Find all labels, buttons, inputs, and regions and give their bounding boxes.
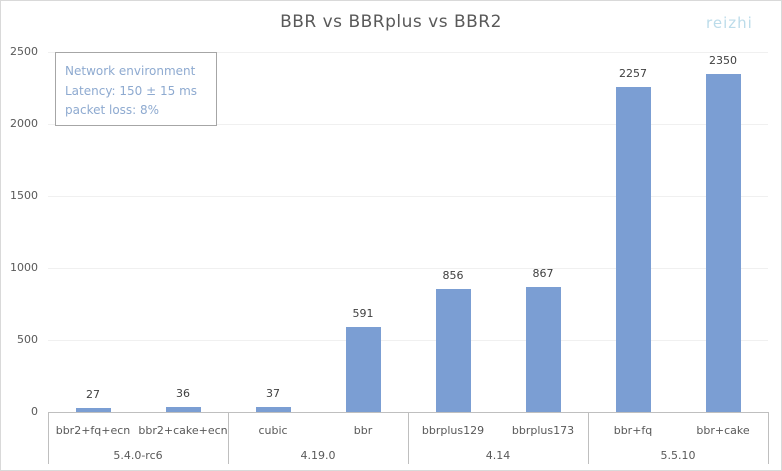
annotation-box: Network environment Latency: 150 ± 15 ms… [55,52,217,126]
bar-bbr+fq [615,86,651,412]
data-label: 37 [266,386,280,400]
gridline [48,52,768,53]
bar-bbr+cake [705,73,741,412]
y-tick-label: 2500 [10,45,38,58]
gridline [48,340,768,341]
bar-bbr2+fq+ecn [75,408,111,412]
data-label: 2257 [619,66,647,80]
category-label: bbr2+cake+ecn [138,424,228,437]
group-separator [588,412,589,464]
group-separator [408,412,409,464]
group-separator [768,412,769,464]
data-label: 2350 [709,53,737,67]
group-label: 5.4.0-rc6 [113,449,163,462]
group-separator [48,412,49,464]
y-tick-label: 1500 [10,189,38,202]
category-label: bbr2+fq+ecn [55,424,131,437]
category-label: bbr+cake [696,424,750,437]
group-label: 4.19.0 [300,449,336,462]
bar-bbrplus173 [525,287,561,412]
y-tick-label: 1000 [10,261,38,274]
bar-cubic [255,406,291,412]
gridline [48,196,768,197]
bar-bbrplus129 [435,288,471,412]
gridline [48,268,768,269]
annotation-line: Network environment [65,64,196,78]
y-tick-label: 0 [31,405,38,418]
data-label: 856 [442,268,464,282]
group-label: 4.14 [485,449,511,462]
data-label: 27 [86,388,100,402]
annotation-line: Latency: 150 ± 15 ms [65,83,198,98]
watermark: reizhi [706,14,753,32]
data-label: 591 [352,306,374,320]
category-label: cubic [258,424,288,437]
category-label: bbr+fq [613,424,653,437]
bar-bbr2+cake+ecn [165,406,201,412]
category-label: bbr [353,424,373,437]
group-label: 5.5.10 [660,449,696,462]
y-tick-label: 500 [17,333,38,346]
data-label: 867 [532,267,554,281]
group-separator [228,412,229,464]
gridline [48,124,768,125]
category-label: bbrplus129 [421,424,485,437]
annotation-line: packet loss: 8% [65,103,160,117]
bar-bbr [345,326,381,412]
chart-title: BBR vs BBRplus vs BBR2 [280,12,502,32]
category-label: bbrplus173 [511,424,575,437]
data-label: 36 [176,386,190,400]
y-tick-label: 2000 [10,117,38,130]
